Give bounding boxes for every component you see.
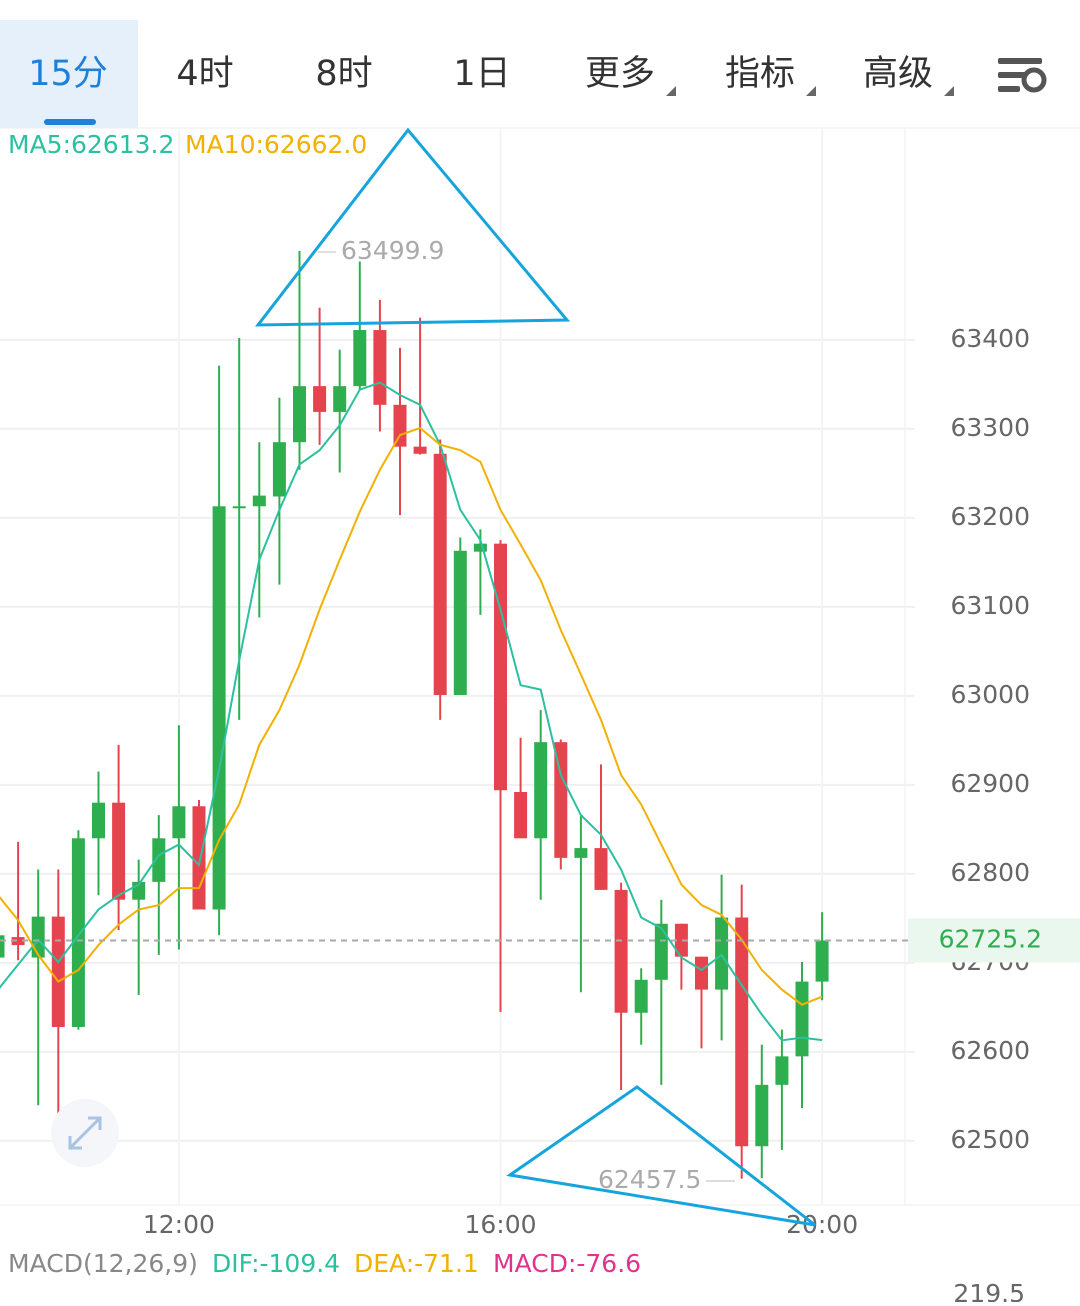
candle-body: [71, 838, 85, 1027]
active-tab-bg: [0, 20, 138, 128]
candle-body: [172, 806, 186, 839]
candle-body: [293, 386, 306, 443]
candle-body: [272, 442, 286, 497]
plot: 62725.2: [0, 250, 1080, 1179]
candle-body: [192, 806, 206, 910]
last-price-label: 62725.2: [939, 924, 1042, 953]
active-tab-indicator: [44, 119, 96, 125]
dropdown-caret: [666, 86, 676, 96]
macd-dif: DIF:-109.4: [212, 1249, 340, 1278]
min-label: 62457.5: [598, 1165, 701, 1194]
candle-body: [0, 935, 5, 958]
y-tick-label: 63000: [950, 680, 1030, 709]
candle-body: [634, 979, 648, 1013]
candle-body: [654, 923, 668, 980]
tab[interactable]: 15分: [28, 54, 108, 94]
candle-body: [494, 543, 507, 791]
candle-body: [353, 330, 367, 387]
candle-body: [473, 543, 487, 552]
candle-body: [433, 453, 447, 695]
candle-body: [212, 506, 226, 910]
dropdown-caret: [944, 86, 954, 96]
triangle-annotation: [506, 1085, 816, 1227]
candle-body: [534, 742, 548, 839]
candle-body: [373, 330, 387, 405]
candle-body: [715, 917, 729, 990]
candle-body: [313, 386, 327, 412]
tab-bar: 15分 4时 8时 1日 更多 指标 高级: [28, 54, 954, 96]
zoom-button[interactable]: [51, 1099, 119, 1167]
tab[interactable]: 指标: [725, 54, 795, 94]
candle-body: [795, 981, 809, 1057]
ma-line: [0, 381, 823, 1042]
candle-body: [51, 916, 65, 1027]
x-tick-label: 12:00: [143, 1210, 215, 1239]
macd-value: MACD:-76.6: [493, 1249, 641, 1278]
y-tick-label: 62900: [950, 769, 1030, 798]
y-tick-label: 63200: [950, 502, 1030, 531]
max-label: 63499.9: [341, 236, 444, 265]
candle-body: [674, 923, 688, 957]
y-tick-label: 62800: [950, 858, 1030, 887]
candle-body: [453, 550, 467, 695]
dropdown-caret: [806, 86, 816, 96]
candle-body: [92, 802, 105, 839]
candle-body: [393, 404, 407, 447]
candle-body: [112, 802, 126, 900]
candle-body: [735, 917, 749, 1147]
candle-body: [755, 1084, 769, 1147]
candle-body: [554, 742, 568, 858]
grid: 6250062600627006280062900630006310063200…: [0, 128, 1030, 1239]
tab[interactable]: 8时: [315, 54, 372, 94]
ma-line: [0, 426, 823, 1006]
macd-dea: DEA:-71.1: [354, 1249, 479, 1278]
settings-icon[interactable]: [998, 58, 1047, 93]
candle-body: [574, 848, 588, 858]
candle-body: [614, 889, 628, 1013]
tab[interactable]: 高级: [863, 54, 933, 94]
tab[interactable]: 更多: [585, 54, 655, 94]
candle-body: [31, 916, 45, 958]
candle-body: [232, 506, 246, 509]
x-tick-label: 20:00: [786, 1210, 858, 1239]
candle-body: [252, 495, 266, 507]
triangle-annotation: [254, 127, 571, 327]
y-tick-label: 63100: [950, 591, 1030, 620]
ma5-legend: MA5:62613.2: [8, 130, 174, 159]
y-tick-label: 63300: [950, 413, 1030, 442]
ma10-legend: MA10:62662.0: [185, 130, 367, 159]
candle-body: [514, 792, 528, 839]
candle-body: [413, 446, 427, 454]
x-tick-label: 16:00: [464, 1210, 536, 1239]
candle-body: [333, 386, 347, 412]
tab[interactable]: 1日: [453, 54, 510, 94]
tab[interactable]: 4时: [176, 54, 233, 94]
macd-title: MACD(12,26,9): [8, 1249, 198, 1278]
last-price-box: [908, 918, 1080, 963]
candle-body: [11, 937, 25, 946]
candle-body: [775, 1056, 789, 1085]
y-tick-label: 62500: [950, 1125, 1030, 1154]
y-tick-label: 63400: [950, 324, 1030, 353]
candle-body: [594, 848, 608, 890]
macd-tick: 219.5: [953, 1279, 1025, 1302]
candle-body: [815, 940, 829, 982]
y-tick-label: 62600: [950, 1036, 1030, 1065]
candle-body: [695, 956, 708, 990]
candle-body: [152, 838, 166, 882]
